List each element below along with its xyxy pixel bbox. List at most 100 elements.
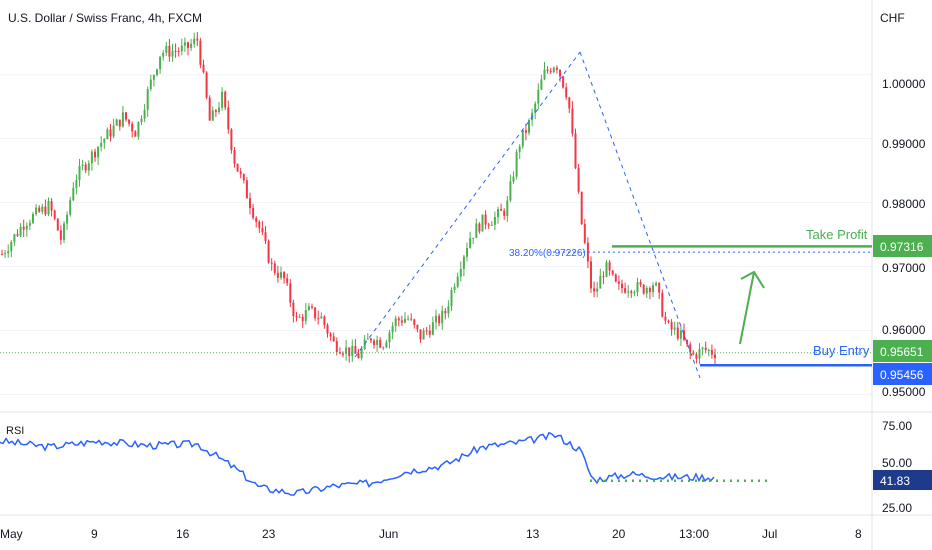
candle[interactable]: [642, 283, 645, 295]
candle[interactable]: [673, 321, 676, 335]
candle[interactable]: [196, 31, 199, 47]
candle[interactable]: [515, 149, 518, 180]
candle[interactable]: [481, 214, 484, 232]
candle[interactable]: [286, 273, 289, 286]
candle[interactable]: [648, 286, 651, 300]
candle[interactable]: [521, 130, 524, 149]
candle[interactable]: [540, 74, 543, 91]
candle[interactable]: [431, 316, 434, 336]
candle[interactable]: [456, 272, 459, 289]
candle[interactable]: [326, 323, 329, 338]
candle[interactable]: [193, 32, 196, 48]
candle[interactable]: [614, 273, 617, 283]
candle[interactable]: [577, 163, 580, 194]
candle[interactable]: [134, 130, 137, 137]
candle[interactable]: [394, 315, 397, 332]
candle[interactable]: [224, 90, 227, 111]
candle[interactable]: [562, 75, 565, 89]
candle[interactable]: [143, 103, 146, 123]
candle[interactable]: [543, 61, 546, 81]
candle[interactable]: [137, 121, 140, 140]
candle[interactable]: [25, 222, 28, 237]
candle[interactable]: [128, 119, 131, 127]
candle[interactable]: [230, 128, 233, 154]
candle[interactable]: [280, 266, 282, 280]
candle[interactable]: [168, 39, 171, 62]
candle[interactable]: [552, 66, 555, 74]
candle[interactable]: [397, 316, 400, 327]
candle[interactable]: [56, 218, 59, 231]
candle[interactable]: [1, 249, 3, 256]
time-axis[interactable]: May 9 16 23 Jun 13 20 13:00 Jul 8: [0, 527, 862, 541]
candle[interactable]: [264, 226, 267, 245]
candle[interactable]: [7, 244, 10, 258]
candle[interactable]: [118, 119, 121, 131]
candle[interactable]: [32, 211, 34, 225]
candle[interactable]: [314, 307, 317, 321]
candle[interactable]: [490, 221, 493, 226]
candle[interactable]: [289, 279, 292, 308]
candle[interactable]: [593, 281, 596, 298]
candle[interactable]: [242, 173, 245, 184]
candle[interactable]: [602, 271, 605, 285]
candle[interactable]: [379, 337, 382, 349]
candle[interactable]: [506, 195, 509, 222]
candle[interactable]: [44, 199, 47, 217]
candle[interactable]: [47, 197, 50, 217]
candle[interactable]: [500, 203, 503, 211]
candle[interactable]: [218, 102, 220, 115]
candle[interactable]: [84, 162, 87, 174]
candle[interactable]: [211, 106, 214, 121]
candle[interactable]: [38, 205, 41, 213]
candle[interactable]: [202, 59, 205, 74]
candle[interactable]: [571, 101, 574, 137]
candle[interactable]: [435, 309, 437, 330]
symbol-title[interactable]: U.S. Dollar / Swiss Franc, 4h, FXCM: [8, 11, 202, 25]
candle[interactable]: [292, 299, 295, 323]
candle[interactable]: [53, 209, 56, 221]
candle[interactable]: [351, 339, 354, 362]
candle[interactable]: [94, 148, 96, 162]
candle[interactable]: [388, 330, 391, 349]
candlestick-series[interactable]: [1, 31, 716, 366]
candle[interactable]: [565, 82, 568, 100]
candle[interactable]: [249, 192, 251, 215]
candle[interactable]: [416, 324, 419, 333]
rsi-pane[interactable]: RSI 75.00 50.00 25.00 41.83: [0, 419, 932, 515]
candle[interactable]: [221, 87, 224, 111]
candle[interactable]: [621, 279, 623, 294]
candle[interactable]: [608, 260, 611, 276]
candle[interactable]: [72, 182, 75, 202]
candle[interactable]: [497, 206, 499, 224]
candle[interactable]: [583, 219, 586, 245]
candle[interactable]: [410, 313, 413, 321]
candle[interactable]: [524, 123, 527, 141]
candle[interactable]: [679, 325, 682, 347]
candle[interactable]: [174, 43, 177, 58]
candle[interactable]: [710, 344, 713, 359]
candle[interactable]: [450, 287, 453, 312]
candle[interactable]: [90, 149, 93, 171]
candle[interactable]: [239, 167, 242, 179]
candle[interactable]: [701, 346, 704, 356]
candle[interactable]: [165, 41, 168, 57]
candle[interactable]: [670, 319, 673, 336]
candle[interactable]: [528, 118, 530, 136]
candle[interactable]: [4, 249, 7, 259]
candle[interactable]: [369, 337, 372, 344]
candle[interactable]: [66, 211, 69, 230]
candle[interactable]: [704, 341, 707, 354]
candle[interactable]: [125, 111, 127, 122]
candle[interactable]: [97, 146, 100, 166]
candle[interactable]: [357, 348, 360, 359]
candle[interactable]: [586, 237, 589, 269]
candle[interactable]: [276, 265, 279, 283]
candle[interactable]: [63, 221, 65, 244]
candle[interactable]: [438, 313, 441, 327]
candle[interactable]: [493, 211, 496, 231]
candle[interactable]: [190, 38, 193, 51]
candle[interactable]: [208, 95, 211, 121]
candle[interactable]: [115, 118, 118, 126]
candle[interactable]: [273, 260, 276, 276]
